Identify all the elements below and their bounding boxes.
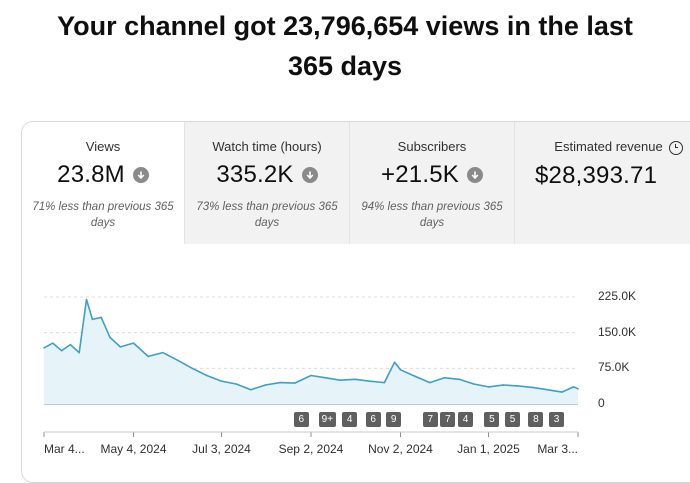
tab-views[interactable]: Views 23.8M 71% less than previous 365 d… bbox=[22, 122, 185, 244]
data-point bbox=[294, 382, 296, 384]
tab-views-value: 23.8M bbox=[57, 161, 125, 188]
y-tick-label: 150.0K bbox=[598, 324, 637, 339]
data-point bbox=[310, 374, 312, 377]
data-point bbox=[69, 343, 72, 346]
data-point bbox=[443, 377, 446, 379]
data-point bbox=[383, 381, 386, 384]
data-point bbox=[502, 384, 504, 386]
data-point bbox=[572, 386, 575, 388]
tab-estimated-revenue[interactable]: Estimated revenue $28,393.71 bbox=[515, 122, 690, 244]
event-marker[interactable]: 6 bbox=[293, 412, 309, 427]
data-point bbox=[531, 386, 534, 389]
x-tick-label: Nov 2, 2024 bbox=[368, 442, 433, 456]
tab-views-comparison: 71% less than previous 365 days bbox=[32, 201, 174, 229]
event-marker[interactable]: 8 bbox=[528, 412, 544, 427]
event-marker[interactable]: 7 bbox=[422, 412, 438, 427]
metric-tabs: Views 23.8M 71% less than previous 365 d… bbox=[22, 122, 690, 244]
data-point bbox=[132, 342, 135, 344]
x-tick-label: Mar 4... bbox=[44, 442, 85, 456]
x-tick-label: Mar 3... bbox=[537, 442, 578, 456]
event-marker[interactable]: 9 bbox=[386, 412, 402, 427]
data-point bbox=[324, 377, 327, 379]
tab-subscribers-comparison: 94% less than previous 365 days bbox=[361, 201, 503, 229]
data-point bbox=[162, 351, 164, 354]
arrow-down-circle-icon bbox=[132, 167, 149, 183]
data-point bbox=[85, 298, 88, 301]
data-point bbox=[473, 383, 475, 385]
y-tick-label: 75.0K bbox=[598, 360, 630, 375]
headline-line-2: 365 days bbox=[287, 51, 403, 81]
data-point bbox=[206, 374, 208, 377]
event-marker[interactable]: 3 bbox=[548, 412, 564, 427]
tab-estimated-revenue-value: $28,393.71 bbox=[535, 161, 658, 189]
data-point bbox=[91, 318, 94, 321]
tab-watch-time[interactable]: Watch time (hours) 335.2K 73% less than … bbox=[185, 122, 350, 244]
event-marker[interactable]: 4 bbox=[458, 412, 474, 427]
arrow-down-circle-icon bbox=[466, 167, 483, 183]
data-point bbox=[561, 391, 563, 393]
data-point bbox=[368, 380, 371, 382]
data-point bbox=[517, 385, 519, 387]
data-point bbox=[339, 379, 342, 382]
data-point bbox=[546, 388, 548, 391]
arrow-down-circle-icon bbox=[301, 167, 318, 183]
views-chart bbox=[43, 296, 579, 437]
x-tick-label: Jul 3, 2024 bbox=[192, 442, 251, 456]
tab-views-title: Views bbox=[85, 139, 121, 154]
event-marker[interactable]: 5 bbox=[484, 412, 500, 427]
event-marker[interactable]: 5 bbox=[504, 412, 520, 427]
data-point bbox=[78, 351, 81, 354]
tab-subscribers[interactable]: Subscribers +21.5K 94% less than previou… bbox=[350, 122, 515, 244]
data-point bbox=[176, 359, 179, 362]
data-point bbox=[220, 380, 223, 382]
y-tick-label: 0 bbox=[598, 396, 605, 410]
event-marker[interactable]: 7 bbox=[440, 412, 456, 427]
x-tick-label: Jan 1, 2025 bbox=[457, 442, 520, 456]
data-point bbox=[109, 336, 111, 339]
tab-watch-time-title: Watch time (hours) bbox=[212, 139, 322, 154]
headline: Your channel got 23,796,654 views in the… bbox=[0, 6, 690, 86]
data-point bbox=[191, 367, 193, 370]
tab-subscribers-value: +21.5K bbox=[381, 161, 459, 188]
data-point bbox=[414, 375, 416, 378]
series-area bbox=[44, 299, 578, 404]
event-marker[interactable]: 4 bbox=[342, 412, 358, 427]
data-point bbox=[235, 383, 237, 385]
tab-estimated-revenue-title: Estimated revenue bbox=[554, 139, 663, 154]
x-tick-label: Sep 2, 2024 bbox=[278, 442, 344, 456]
data-point bbox=[52, 342, 54, 344]
data-point bbox=[354, 378, 356, 381]
tab-subscribers-title: Subscribers bbox=[397, 139, 467, 154]
analytics-card: Views 23.8M 71% less than previous 365 d… bbox=[21, 121, 690, 483]
x-tick-label: May 4, 2024 bbox=[100, 442, 167, 456]
data-point bbox=[119, 346, 122, 348]
tab-watch-time-value: 335.2K bbox=[216, 161, 294, 188]
event-marker[interactable]: 9+ bbox=[318, 412, 337, 427]
data-point bbox=[60, 349, 63, 352]
data-point bbox=[487, 386, 490, 388]
y-tick-label: 225.0K bbox=[598, 289, 637, 303]
tab-watch-time-comparison: 73% less than previous 365 days bbox=[196, 201, 338, 229]
data-point bbox=[393, 361, 396, 363]
tab-estimated-revenue-title-row: Estimated revenue bbox=[515, 139, 690, 155]
data-point bbox=[458, 378, 460, 381]
event-marker[interactable]: 6 bbox=[365, 412, 381, 427]
data-point bbox=[577, 387, 579, 390]
data-point bbox=[43, 347, 45, 349]
data-point bbox=[264, 384, 267, 386]
headline-line-1: Your channel got 23,796,654 views in the… bbox=[57, 11, 633, 41]
data-point bbox=[429, 381, 431, 384]
data-point bbox=[100, 316, 103, 319]
data-point bbox=[279, 381, 281, 384]
data-point bbox=[147, 355, 149, 358]
clock-icon bbox=[668, 140, 683, 155]
data-point bbox=[250, 388, 252, 391]
data-point bbox=[399, 368, 402, 371]
